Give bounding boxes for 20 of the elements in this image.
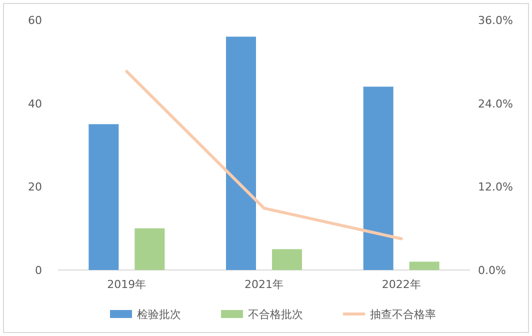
bar — [363, 86, 394, 270]
legend-label: 检验批次 — [137, 308, 181, 321]
bar — [88, 124, 119, 270]
legend-label: 不合格批次 — [248, 308, 303, 321]
y2-tick-label: 12.0% — [478, 180, 513, 194]
legend-label: 抽查不合格率 — [370, 308, 436, 321]
y-tick-label: 20 — [28, 180, 42, 194]
x-tick-label: 2022年 — [382, 278, 421, 291]
y2-tick-label: 36.0% — [478, 14, 513, 27]
bar — [226, 36, 256, 270]
x-tick-label: 2021年 — [244, 278, 284, 291]
bar — [272, 249, 302, 270]
y-tick-label: 60 — [28, 14, 42, 27]
y-tick-label: 40 — [28, 97, 42, 110]
y2-tick-label: 24.0% — [478, 97, 513, 110]
y2-tick-label: 0.0% — [478, 264, 506, 277]
y-tick-label: 0 — [35, 264, 42, 277]
bar — [409, 262, 440, 270]
bar — [134, 228, 165, 270]
x-tick-label: 2019年 — [107, 278, 146, 291]
